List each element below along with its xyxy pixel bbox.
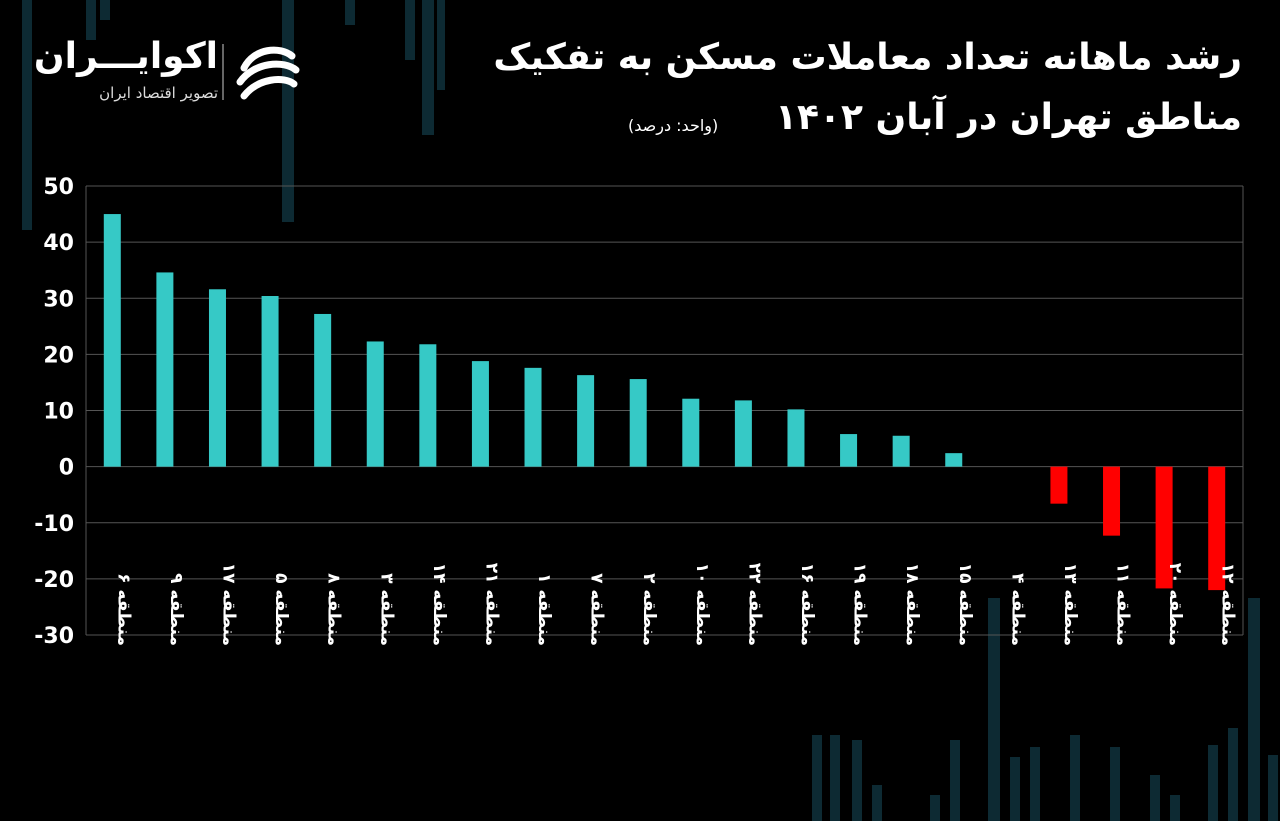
- decorative-bar: [1170, 795, 1180, 821]
- x-tick-label: منطقه ۹: [166, 573, 186, 646]
- x-tick-label: منطقه ۱۷: [218, 563, 238, 646]
- bar: [261, 296, 279, 467]
- x-tick-label: منطقه ۱۴: [429, 563, 449, 646]
- bar: [156, 272, 174, 467]
- bar: [524, 367, 542, 467]
- decorative-bar: [930, 795, 940, 821]
- x-tick-label: منطقه ۴: [1007, 573, 1027, 646]
- bar: [103, 214, 121, 467]
- y-tick-label: 10: [43, 400, 74, 425]
- decorative-bar: [950, 740, 960, 821]
- x-tick-label: منطقه ۱۳: [1060, 563, 1080, 646]
- bar: [419, 344, 437, 467]
- x-tick-label: منطقه ۳: [376, 573, 396, 646]
- decorative-bar: [1208, 745, 1218, 821]
- bar: [840, 434, 858, 467]
- y-tick-label: 40: [43, 231, 74, 256]
- bar: [1103, 466, 1121, 536]
- decorative-bar: [1268, 755, 1278, 821]
- decorative-bar: [1228, 728, 1238, 821]
- chart-title-line2: مناطق تهران در آبان ۱۴۰۲: [775, 97, 1242, 138]
- logo: اکوایـــران تصویر اقتصاد ایران: [34, 36, 310, 106]
- bar: [682, 398, 700, 467]
- decorative-bar: [1150, 775, 1160, 821]
- grid-lines: [85, 185, 1244, 636]
- x-tick-label: منطقه ۲۰: [1165, 563, 1185, 646]
- x-tick-label: منطقه ۸: [324, 573, 344, 646]
- ecoiran-swirl-icon: [236, 46, 300, 100]
- x-tick-label: منطقه ۱۵: [955, 563, 975, 646]
- decorative-bar: [1070, 735, 1080, 821]
- bar: [1155, 466, 1173, 589]
- bar: [629, 379, 647, 467]
- bar: [945, 453, 963, 467]
- x-tick-label: منطقه ۱۹: [850, 563, 870, 646]
- decorative-bar: [22, 0, 32, 230]
- y-tick-label: 20: [43, 343, 74, 368]
- bar: [208, 289, 226, 467]
- x-tick-label: منطقه ۵: [271, 573, 291, 646]
- decorative-bar: [872, 785, 882, 821]
- bar: [787, 409, 805, 467]
- x-tick-label: منطقه ۱: [534, 573, 554, 646]
- x-tick-label: منطقه ۲: [639, 573, 659, 646]
- x-tick-label: منطقه ۱۸: [902, 563, 922, 646]
- decorative-bar: [988, 598, 1000, 821]
- x-tick-label: منطقه ۱۶: [797, 563, 817, 646]
- y-tick-label: 30: [43, 287, 74, 312]
- bar: [471, 361, 489, 467]
- decorative-bar: [1248, 598, 1260, 821]
- bar: [314, 313, 332, 467]
- x-tick-label: منطقه ۲۱: [481, 563, 501, 646]
- decorative-bar: [422, 0, 434, 135]
- bar: [1208, 466, 1226, 591]
- decorative-bar: [86, 0, 96, 40]
- decorative-bar: [437, 0, 445, 90]
- x-tick-label: منطقه ۱۲: [1218, 563, 1238, 646]
- chart-title: رشد ماهانه تعداد معاملات مسکن به تفکیک م…: [493, 28, 1242, 148]
- bar: [366, 341, 384, 467]
- y-tick-label: 0: [59, 456, 74, 481]
- logo-name: اکوایـــران: [33, 36, 218, 77]
- chart-title-line1: رشد ماهانه تعداد معاملات مسکن به تفکیک: [493, 37, 1242, 78]
- decorative-bar: [1030, 747, 1040, 821]
- bars: [103, 214, 1226, 591]
- x-axis-ticks: منطقه ۶ منطقه ۹ منطقه ۱۷ منطقه ۵ منطقه ۸ منطق…: [113, 563, 1237, 646]
- y-tick-label: -10: [34, 512, 74, 537]
- logo-divider: [222, 44, 224, 100]
- decorative-bar: [100, 0, 110, 20]
- decorative-bar: [1110, 747, 1120, 821]
- bar: [734, 400, 752, 467]
- decorative-bar: [830, 735, 840, 821]
- decorative-bar: [812, 735, 822, 821]
- x-tick-label: منطقه ۷: [587, 573, 607, 646]
- unit-label: (واحد: درصد): [628, 116, 719, 135]
- bar: [1050, 466, 1068, 504]
- y-tick-label: -30: [34, 624, 74, 649]
- x-tick-label: منطقه ۱۱: [1113, 563, 1133, 646]
- y-axis-ticks: 50 40 30 20 10 0 -10 -20 -30: [34, 175, 74, 649]
- x-tick-label: منطقه ۱۰: [692, 563, 712, 646]
- decorative-bar: [1010, 757, 1020, 821]
- bar: [892, 435, 910, 467]
- bar: [577, 375, 595, 467]
- decorative-bar: [852, 740, 862, 821]
- x-tick-label: منطقه ۲۲: [744, 563, 764, 646]
- decorative-bar: [345, 0, 355, 25]
- decorative-bar: [405, 0, 415, 60]
- y-tick-label: -20: [34, 568, 74, 593]
- logo-subtitle: تصویر اقتصاد ایران: [99, 84, 218, 102]
- y-tick-label: 50: [43, 175, 74, 200]
- x-tick-label: منطقه ۶: [113, 573, 133, 646]
